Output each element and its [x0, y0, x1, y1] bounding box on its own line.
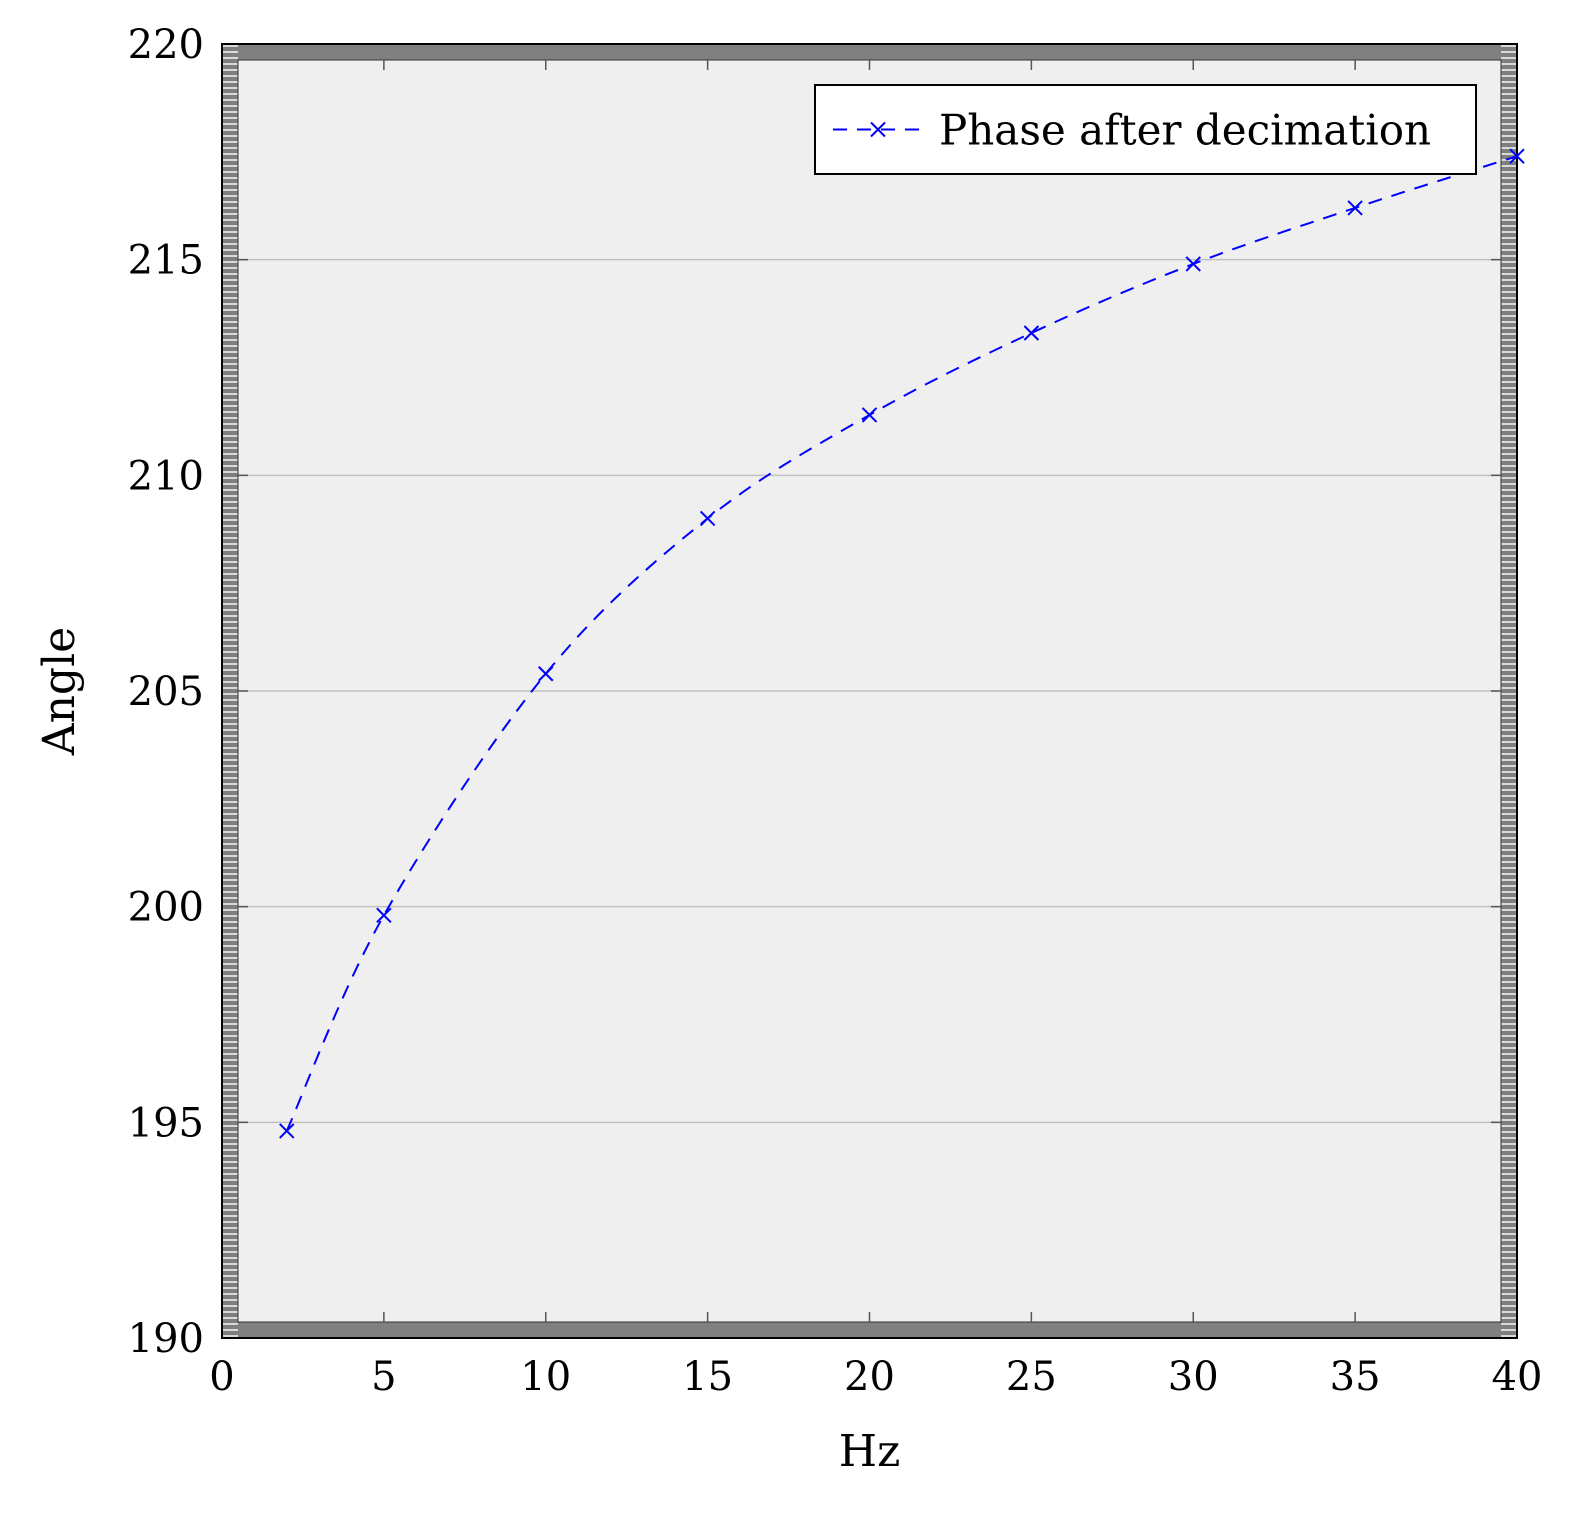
frame-left	[222, 44, 238, 1338]
data-point-marker	[1347, 200, 1363, 216]
legend-box	[814, 84, 1477, 175]
y-tick-label: 220	[128, 22, 204, 68]
y-tick-label: 210	[128, 453, 204, 499]
marker-stroke	[538, 666, 554, 682]
axis-ticks	[238, 60, 1501, 1322]
legend-sample	[833, 121, 923, 138]
y-tick-label: 195	[128, 1100, 204, 1146]
y-tick-label: 200	[128, 885, 204, 931]
x-tick-label: 15	[682, 1354, 733, 1400]
x-tick-label: 10	[520, 1354, 571, 1400]
legend: Phase after decimation	[814, 84, 1477, 175]
marker-stroke	[1185, 256, 1201, 272]
data-point-marker	[538, 666, 554, 682]
x-tick-label: 0	[209, 1354, 234, 1400]
marker-stroke	[279, 1123, 295, 1139]
x-tick-label: 25	[1006, 1354, 1057, 1400]
y-tick-label: 215	[128, 238, 204, 284]
marker-stroke	[1509, 148, 1525, 164]
data-point-marker	[376, 907, 392, 924]
data-point-marker	[699, 510, 716, 527]
x-tick-label: 20	[844, 1354, 895, 1400]
x-tick-label: 30	[1168, 1354, 1219, 1400]
y-tick-labels: 190 195 200 205 210 215 220	[128, 22, 204, 1362]
x-axis-label: Hz	[839, 1426, 901, 1477]
data-point-marker	[279, 1123, 295, 1139]
x-tick-label: 35	[1330, 1354, 1381, 1400]
series-line	[285, 155, 1518, 1132]
y-tick-label: 190	[128, 1316, 204, 1362]
y-axis-label: Angle	[34, 627, 85, 756]
marker-stroke	[861, 407, 878, 423]
frame-bottom	[222, 1322, 1517, 1338]
frame-outline	[221, 43, 1518, 1339]
frame-right	[1501, 44, 1517, 1338]
y-tick-label: 205	[128, 669, 204, 715]
data-point-marker	[861, 407, 878, 423]
x-tick-labels: 0 5 10 15 20 25 30 35 40	[209, 1354, 1542, 1400]
marker-stroke	[1023, 325, 1040, 341]
data-point-marker	[1023, 325, 1040, 341]
marker-stroke	[376, 907, 392, 924]
marker-stroke	[1347, 200, 1363, 216]
frame-top	[222, 44, 1517, 60]
legend-entry-label: Phase after decimation	[939, 106, 1431, 155]
data-point-marker	[1509, 148, 1525, 164]
legend-marker	[870, 121, 886, 138]
data-point-marker	[1185, 256, 1201, 272]
series-layer	[279, 148, 1525, 1139]
grid-lines	[238, 258, 1501, 1124]
x-tick-label: 5	[371, 1354, 396, 1400]
x-tick-label: 40	[1492, 1354, 1543, 1400]
marker-stroke	[699, 510, 716, 527]
